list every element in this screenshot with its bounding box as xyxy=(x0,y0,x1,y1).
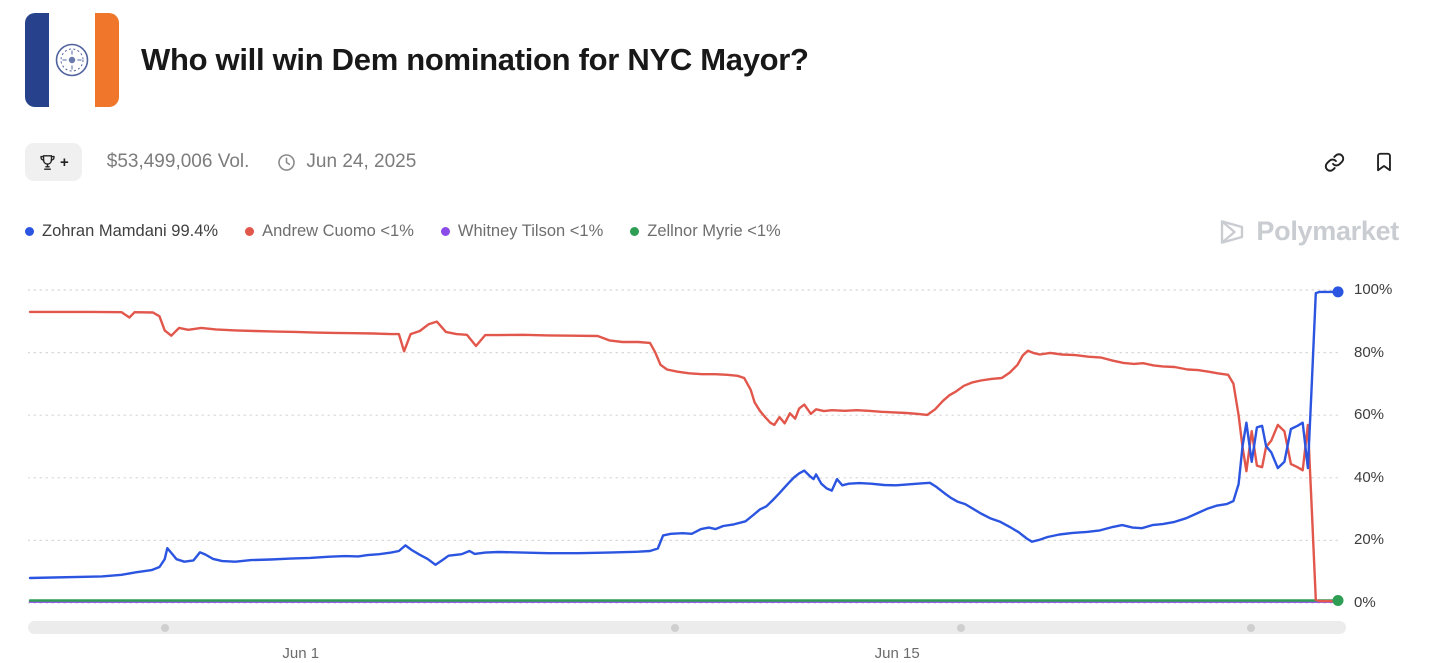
nyc-seal-icon xyxy=(55,43,89,77)
x-axis-labels: Jun 1 Jun 15 xyxy=(0,645,1439,663)
legend-label: Whitney Tilson <1% xyxy=(457,222,604,240)
bookmark-button[interactable] xyxy=(1373,151,1395,173)
y-axis-label: 40% xyxy=(1354,468,1385,486)
flag-orange-band xyxy=(94,13,119,107)
market-header: Who will win Dem nomination for NYC Mayo… xyxy=(0,0,1439,107)
leaderboard-button[interactable]: + xyxy=(25,143,82,181)
trophy-plus-label: + xyxy=(60,153,69,171)
polymarket-logo: Polymarket xyxy=(1217,216,1399,247)
bookmark-icon xyxy=(1377,152,1391,172)
price-chart[interactable] xyxy=(28,275,1346,615)
legend-row: Zohran Mamdani 99.4% Andrew Cuomo <1% Whit… xyxy=(0,181,1439,247)
y-axis-label: 80% xyxy=(1354,343,1385,361)
scrubber-dot[interactable] xyxy=(957,623,966,632)
legend-label: Andrew Cuomo <1% xyxy=(262,222,414,240)
legend-dot xyxy=(630,227,640,236)
scrubber-dot[interactable] xyxy=(161,623,170,632)
legend-item[interactable]: Andrew Cuomo <1% xyxy=(245,222,414,241)
clock-icon xyxy=(276,152,297,173)
x-axis-label: Jun 1 xyxy=(282,645,320,662)
legend-item[interactable]: Zohran Mamdani 99.4% xyxy=(25,222,218,241)
trophy-icon xyxy=(40,154,55,170)
legend-item[interactable]: Zellnor Myrie <1% xyxy=(630,222,781,241)
flag-white-band xyxy=(49,13,95,107)
chart-legend: Zohran Mamdani 99.4% Andrew Cuomo <1% Whit… xyxy=(25,222,781,241)
copy-link-button[interactable] xyxy=(1323,151,1346,174)
polymarket-mark-icon xyxy=(1221,219,1244,244)
legend-label: Zohran Mamdani 99.4% xyxy=(42,222,219,240)
nyc-flag-icon xyxy=(25,13,119,107)
scrubber-dot[interactable] xyxy=(671,623,680,632)
y-axis-label: 60% xyxy=(1354,406,1385,424)
stats-row: + $53,499,006 Vol. Jun 24, 2025 xyxy=(0,107,1439,181)
chart-area: 100% 80% 60% 40% 20% 0% xyxy=(0,275,1439,615)
legend-item[interactable]: Whitney Tilson <1% xyxy=(440,222,604,241)
x-axis-label: Jun 15 xyxy=(874,645,920,662)
header-actions xyxy=(1323,151,1395,174)
legend-dot xyxy=(245,227,255,236)
legend-dot xyxy=(25,227,34,236)
link-icon xyxy=(1324,152,1345,172)
y-axis-label: 20% xyxy=(1354,531,1385,549)
polymarket-wordmark: Polymarket xyxy=(1256,216,1399,246)
volume-text: $53,499,006 Vol. xyxy=(106,151,250,172)
page-title: Who will win Dem nomination for NYC Mayo… xyxy=(141,42,809,77)
scrubber-dot[interactable] xyxy=(1247,623,1256,632)
legend-dot xyxy=(440,227,450,236)
end-date-text: Jun 24, 2025 xyxy=(306,151,417,172)
y-axis-label: 100% xyxy=(1354,281,1393,298)
legend-label: Zellnor Myrie <1% xyxy=(647,222,781,240)
time-scrubber[interactable] xyxy=(28,621,1346,634)
flag-blue-band xyxy=(25,13,50,107)
y-axis-label: 0% xyxy=(1354,594,1376,611)
